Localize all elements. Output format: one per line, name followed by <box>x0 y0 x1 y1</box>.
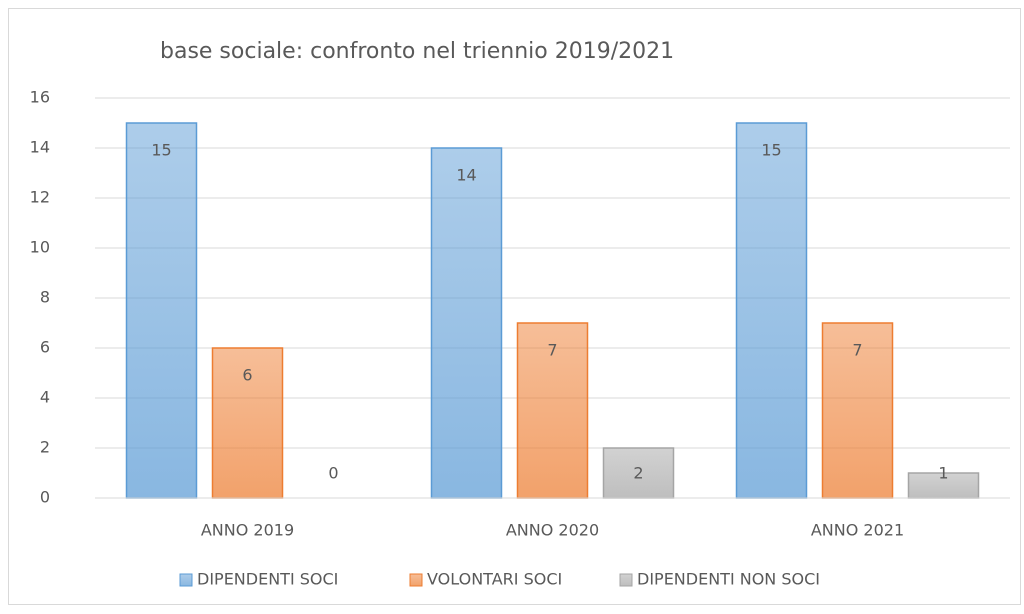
data-label: 0 <box>328 464 338 483</box>
bar <box>735 122 808 499</box>
data-label: 7 <box>547 341 557 360</box>
y-tick-label: 6 <box>40 338 50 357</box>
y-tick-label: 14 <box>30 138 50 157</box>
y-tick-label: 12 <box>30 188 50 207</box>
bar <box>125 122 198 499</box>
y-tick-label: 16 <box>30 88 50 107</box>
bar <box>430 147 503 499</box>
chart-title: base sociale: confronto nel triennio 201… <box>160 39 674 64</box>
data-label: 6 <box>242 366 252 385</box>
y-tick-label: 4 <box>40 388 50 407</box>
data-label: 7 <box>852 341 862 360</box>
legend-swatch <box>409 573 423 587</box>
legend-swatch <box>179 573 193 587</box>
y-tick-label: 0 <box>40 488 50 507</box>
legend-label: DIPENDENTI SOCI <box>197 570 338 589</box>
legend-label: DIPENDENTI NON SOCI <box>637 570 820 589</box>
y-tick-label: 10 <box>30 238 50 257</box>
legend-label: VOLONTARI SOCI <box>427 570 562 589</box>
data-label: 15 <box>761 141 781 160</box>
x-tick-label: ANNO 2019 <box>201 521 294 540</box>
y-tick-label: 8 <box>40 288 50 307</box>
data-label: 2 <box>633 464 643 483</box>
data-label: 14 <box>456 166 476 185</box>
x-tick-label: ANNO 2021 <box>811 521 904 540</box>
y-tick-label: 2 <box>40 438 50 457</box>
x-tick-label: ANNO 2020 <box>506 521 599 540</box>
data-label: 15 <box>151 141 171 160</box>
data-label: 1 <box>938 464 948 483</box>
legend-swatch <box>619 573 633 587</box>
